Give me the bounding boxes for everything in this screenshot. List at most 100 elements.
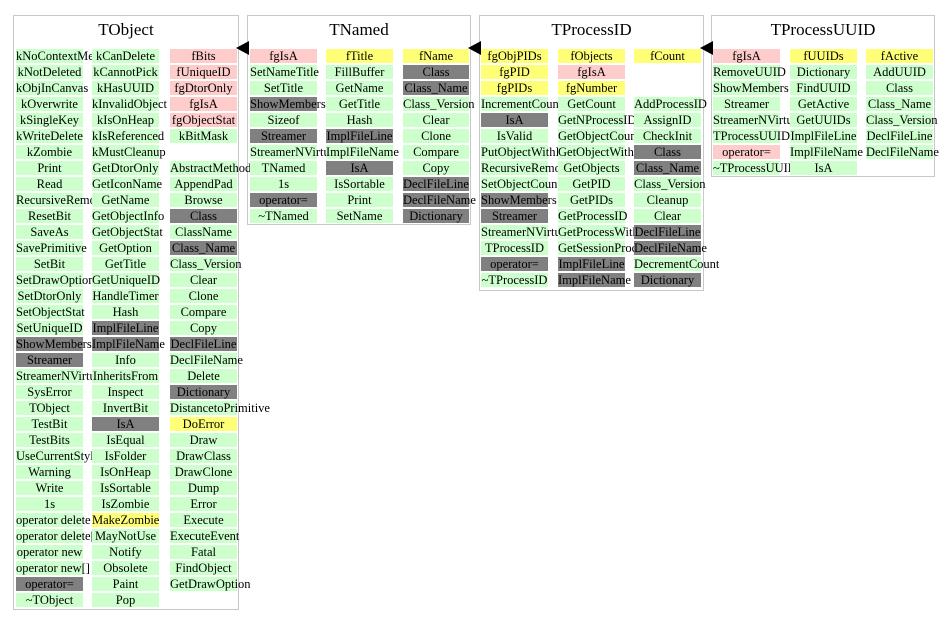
member-column: fTitle FillBuffer GetName GetTitle Hash ImplF… xyxy=(326,49,399,225)
member-cell: SaveAs xyxy=(16,225,83,239)
member-cell: fgIsA xyxy=(250,49,317,63)
member-cell: fgDtorOnly xyxy=(170,81,237,95)
member-cell: IsSortable xyxy=(326,177,393,191)
member-cell: Compare xyxy=(403,145,469,159)
member-cell: fBits xyxy=(170,49,237,63)
member-cell: Copy xyxy=(403,161,469,175)
member-cell: AddUUID xyxy=(866,65,933,79)
member-cell: fgPID xyxy=(481,65,548,79)
member-column: kNoContextMenu kNotDeleted kObjInCanvas kOv… xyxy=(16,49,108,609)
member-cell: DrawClass xyxy=(170,449,237,463)
member-cell: Streamer xyxy=(713,97,780,111)
member-cell: Copy xyxy=(170,321,237,335)
member-cell: GetNProcessIDs xyxy=(558,113,642,127)
member-cell: UseCurrentStyle xyxy=(16,449,100,463)
inheritance-arrow-icon xyxy=(700,41,713,55)
member-cell: operator new xyxy=(16,545,83,559)
member-cell: GetObjectInfo xyxy=(92,209,165,223)
member-cell: ShowMembers xyxy=(250,97,326,111)
member-cell: ShowMembers xyxy=(481,193,557,207)
member-cell: ~TObject xyxy=(16,593,83,607)
member-cell: GetIconName xyxy=(92,177,163,191)
member-cell: TNamed xyxy=(250,161,317,175)
member-cell: InheritsFrom xyxy=(92,369,159,383)
member-cell: TestBits xyxy=(16,433,83,447)
member-cell: Read xyxy=(16,177,83,191)
member-cell: Cleanup xyxy=(634,193,701,207)
member-cell: fObjects xyxy=(558,49,625,63)
member-cell: Compare xyxy=(170,305,237,319)
member-cell: DeclFileName xyxy=(403,193,476,207)
member-cell: GetActive xyxy=(790,97,857,111)
member-cell: ~TProcessID xyxy=(481,273,548,287)
member-column: fObjects fgIsA fgNumber GetCount GetNProcess… xyxy=(558,49,666,289)
member-cell: GetUUIDs xyxy=(790,113,857,127)
member-cell: IsZombie xyxy=(92,497,159,511)
member-cell: GetObjectWithID xyxy=(558,145,648,159)
member-cell: Dictionary xyxy=(634,273,701,287)
member-cell: Dictionary xyxy=(790,65,857,79)
member-cell: StreamerNVirtual xyxy=(16,369,105,383)
member-cell: Dictionary xyxy=(170,385,237,399)
member-cell: DecrementCount xyxy=(634,257,720,271)
class-title: TNamed xyxy=(329,20,389,39)
member-cell: GetDrawOption xyxy=(170,577,251,591)
member-cell: DeclFileLine xyxy=(866,129,933,143)
member-cell: Class xyxy=(403,65,469,79)
member-cell: Execute xyxy=(170,513,237,527)
member-cell: operator delete xyxy=(16,513,91,527)
member-cell: Hash xyxy=(326,113,393,127)
member-cell: Notify xyxy=(92,545,159,559)
member-column: fUUIDs Dictionary FindUUID GetActive GetUUID… xyxy=(790,49,863,177)
member-cell: IsEqual xyxy=(92,433,159,447)
member-cell: TObject xyxy=(16,401,83,415)
member-cell: SetObjectStat xyxy=(16,305,85,319)
member-cell: AddProcessID xyxy=(634,97,707,111)
member-cell: kHasUUID xyxy=(92,81,159,95)
member-cell: FindUUID xyxy=(790,81,857,95)
member-column: fCount AddProcessID AssignID CheckInit Class… xyxy=(634,49,720,289)
member-cell: Error xyxy=(170,497,237,511)
member-cell: PutObjectWithID xyxy=(481,145,569,159)
member-cell: operator new[] xyxy=(16,561,90,575)
member-cell: DeclFileLine xyxy=(403,177,469,191)
class-title: TObject xyxy=(98,20,154,39)
member-cell: ImplFileName xyxy=(558,273,631,287)
member-cell: Class xyxy=(634,145,701,159)
member-cell: GetName xyxy=(92,193,159,207)
member-cell: ~TProcessUUID xyxy=(713,161,797,175)
member-cell: Class xyxy=(866,81,933,95)
member-cell: ExecuteEvent xyxy=(170,529,240,543)
inheritance-arrow-icon xyxy=(236,41,249,55)
member-cell: RecursiveRemove xyxy=(16,193,108,207)
member-cell: TProcessID xyxy=(481,241,548,255)
member-cell: FillBuffer xyxy=(326,65,393,79)
member-column: fBits fUniqueID fgDtorOnly fgIsA fgObjectSta… xyxy=(170,49,270,593)
member-cell: GetCount xyxy=(558,97,625,111)
member-cell: ClassName xyxy=(170,225,237,239)
member-cell: kWriteDelete xyxy=(16,129,83,143)
member-cell: DeclFileLine xyxy=(634,225,701,239)
member-cell: ImplFileName xyxy=(326,145,399,159)
member-cell: fgPIDs xyxy=(481,81,548,95)
member-cell: Class_Name xyxy=(403,81,469,95)
member-cell: Sizeof xyxy=(250,113,317,127)
member-cell: Class_Version xyxy=(866,113,938,127)
member-cell: GetUniqueID xyxy=(92,273,161,287)
member-cell: DoError xyxy=(170,417,237,431)
member-cell: 1s xyxy=(16,497,83,511)
member-cell: ImplFileName xyxy=(92,337,165,351)
member-cell: Info xyxy=(92,353,159,367)
member-cell: fgObjectStat xyxy=(170,113,237,127)
member-cell: GetTitle xyxy=(92,257,159,271)
member-cell: Draw xyxy=(170,433,237,447)
member-cell: ImplFileName xyxy=(790,145,863,159)
member-cell: GetDtorOnly xyxy=(92,161,159,175)
member-cell: DeclFileLine xyxy=(170,337,237,351)
member-cell: Delete xyxy=(170,369,237,383)
member-cell: fgIsA xyxy=(713,49,780,63)
member-cell: Dump xyxy=(170,481,237,495)
member-cell: fgNumber xyxy=(558,81,625,95)
member-cell: Write xyxy=(16,481,83,495)
member-cell: fTitle xyxy=(326,49,393,63)
